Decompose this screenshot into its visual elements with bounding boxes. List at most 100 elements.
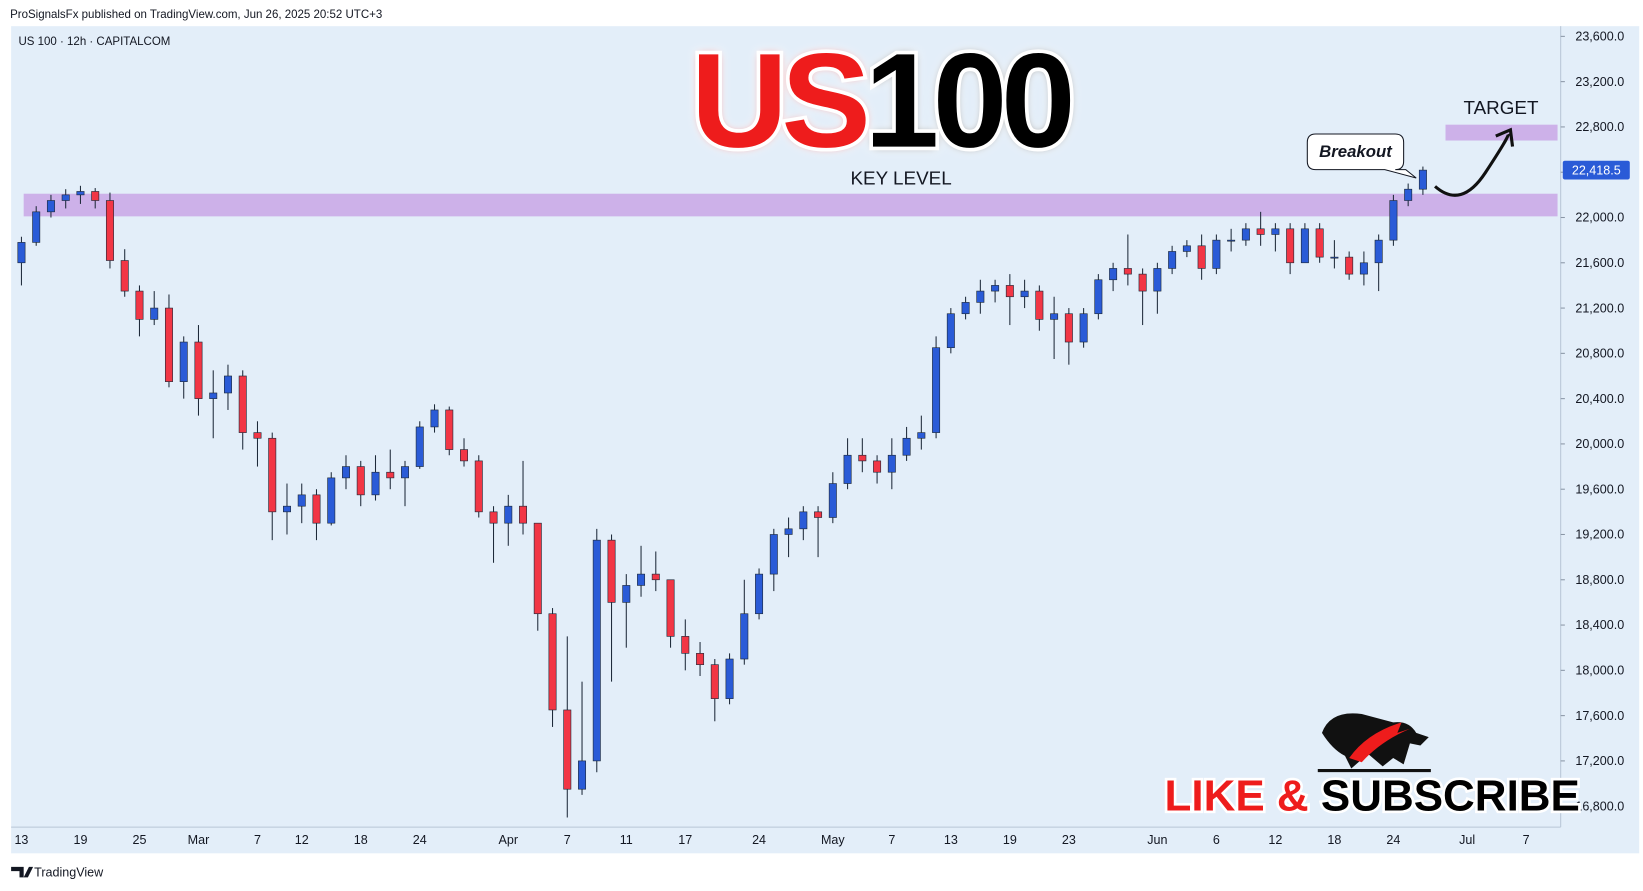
x-tick-label: 7 — [1523, 833, 1530, 847]
candle-body — [828, 483, 837, 518]
subscribe-banner: LIKE & SUBSCRIBE — [1165, 771, 1580, 820]
title-part: US — [691, 27, 866, 176]
x-tick-label: 25 — [132, 833, 146, 847]
candle-body — [946, 313, 955, 349]
candle-body — [1123, 268, 1132, 275]
candle-body — [430, 409, 439, 428]
x-tick-label: 23 — [1062, 833, 1076, 847]
candle-body — [533, 522, 542, 615]
candle-body — [105, 200, 114, 261]
candle-body — [1359, 262, 1368, 275]
x-tick-label: May — [821, 833, 845, 847]
candle-body — [769, 534, 778, 575]
candle-body — [17, 242, 26, 264]
candle-body — [76, 191, 85, 196]
candle-body — [194, 341, 203, 399]
candle-body — [1418, 169, 1427, 190]
candle-body — [902, 437, 911, 456]
candle-body — [1197, 245, 1206, 269]
x-tick-label: 7 — [254, 833, 261, 847]
x-tick-label: 18 — [1327, 833, 1341, 847]
candle-body — [637, 573, 646, 586]
candle-body — [1109, 268, 1118, 281]
candle-body — [651, 573, 660, 581]
candle-body — [519, 505, 528, 524]
candle-body — [1168, 251, 1177, 269]
tradingview-logo: TradingView — [11, 865, 104, 879]
candle-body — [1020, 290, 1029, 298]
candle-body — [887, 454, 896, 473]
candle-body — [563, 709, 572, 790]
callout-box — [1306, 133, 1417, 179]
x-tick-label: 12 — [295, 833, 309, 847]
candle-body — [740, 613, 749, 660]
candle-body — [164, 307, 173, 382]
x-tick-label: 24 — [1386, 833, 1400, 847]
candle-body — [578, 760, 587, 790]
projection-arrow — [1434, 133, 1510, 197]
y-tick-label: 22,800.0 — [1575, 120, 1624, 134]
candle-body — [312, 494, 321, 524]
y-tick-label: 16,800.0 — [1575, 799, 1624, 813]
candle-body — [622, 585, 631, 603]
logo-mark — [11, 866, 34, 878]
x-tick-label: 19 — [1003, 833, 1017, 847]
candle-body — [1138, 273, 1147, 292]
candle-body — [858, 454, 867, 462]
title-part: 100 — [865, 27, 1071, 176]
y-tick-label: 17,200.0 — [1575, 754, 1624, 768]
candle-body — [843, 454, 852, 484]
candle-body — [1300, 228, 1309, 264]
candle-body — [1153, 268, 1162, 292]
y-tick-label: 22,000.0 — [1575, 211, 1624, 225]
candle-body — [1374, 239, 1383, 264]
candle-body — [976, 290, 985, 303]
candle-body — [1079, 313, 1088, 343]
x-tick-label: Jun — [1147, 833, 1167, 847]
candle-body — [327, 477, 336, 524]
candle-body — [548, 613, 557, 711]
candle-body — [725, 658, 734, 699]
candle-body — [386, 471, 395, 479]
candle-body — [1404, 188, 1413, 201]
x-tick-label: 24 — [752, 833, 766, 847]
x-tick-label: 12 — [1268, 833, 1282, 847]
candle-body — [873, 460, 882, 473]
candle-body — [120, 260, 129, 292]
chart-title: US100 — [691, 27, 1071, 176]
candle-body — [1182, 245, 1191, 252]
candle-body — [755, 573, 764, 615]
candle-body — [1212, 239, 1221, 269]
y-tick-label: 23,600.0 — [1575, 30, 1624, 44]
candle-body — [1094, 279, 1103, 315]
candle-body — [1227, 239, 1236, 242]
x-tick-label: 19 — [73, 833, 87, 847]
x-tick-label: 24 — [413, 833, 427, 847]
candle-body — [932, 347, 941, 433]
candle-body — [1271, 228, 1280, 235]
candle-body — [297, 494, 306, 507]
subscribe-part: LIKE & — [1165, 771, 1309, 820]
candle-body — [1241, 228, 1250, 241]
y-tick-label: 20,800.0 — [1575, 347, 1624, 361]
y-tick-label: 17,600.0 — [1575, 709, 1624, 723]
x-tick-label: 7 — [888, 833, 895, 847]
x-tick-label: 7 — [564, 833, 571, 847]
header: ProSignalsFx published on TradingView.co… — [10, 9, 382, 21]
candle-body — [46, 200, 55, 213]
target-label: TARGET — [1464, 97, 1539, 118]
x-tick-label: Mar — [188, 833, 210, 847]
y-tick-label: 18,800.0 — [1575, 573, 1624, 587]
candle-body — [401, 466, 409, 479]
candle-body — [784, 528, 793, 535]
candle-body — [91, 191, 100, 201]
x-tick-label: 11 — [620, 833, 633, 847]
x-tick-label: 18 — [354, 833, 368, 847]
candle-body — [415, 426, 424, 467]
candle-body — [474, 460, 483, 513]
candle-body — [1050, 313, 1059, 320]
candle-body — [710, 664, 719, 699]
candle-body — [814, 511, 823, 518]
candle-body — [1389, 200, 1398, 241]
